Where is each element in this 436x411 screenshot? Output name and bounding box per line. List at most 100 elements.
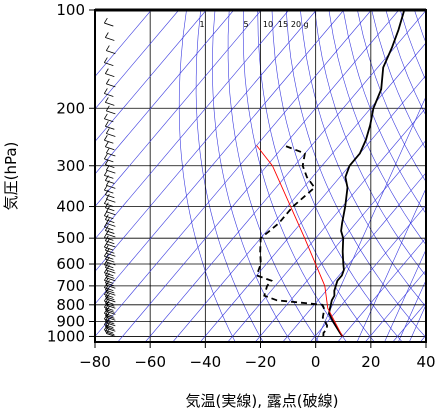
mixing-ratio-line [356,187,426,342]
wind-barb [104,215,114,220]
wind-barb [104,294,114,298]
y-tick-label: 600 [56,255,85,273]
wind-barb-flag [103,135,108,141]
x-tick-label: 20 [361,353,380,371]
wind-barb [104,158,114,163]
wind-barb-flag [103,313,108,320]
wind-barb [104,175,114,179]
wind-barb-flag [103,170,108,176]
mixing-ratio-labels: 1 5 10 15 20 g [199,20,308,29]
dry-adiabat [195,10,264,342]
wind-barb [106,333,116,337]
wind-barb-flag [103,17,108,24]
x-tick-label: −40 [190,353,222,371]
y-tick-label: 100 [56,1,85,19]
wind-barb [105,146,115,151]
wind-barb [105,164,115,169]
mixing-ratio-lines [315,95,426,342]
wind-barb [105,230,115,234]
wind-barb-flag [104,97,109,103]
wind-barb-flag [103,88,108,94]
wind-barb [106,284,116,289]
wind-barb-flag [105,206,110,213]
y-tick-label: 800 [56,296,85,314]
wind-barb [104,318,114,323]
sounding-line-solid [328,10,406,337]
y-tick-label: 500 [56,229,85,247]
wind-barb [106,50,116,54]
dry-adiabat [300,10,426,308]
wind-barb [105,267,115,271]
wind-barb [106,316,116,321]
wind-barb [105,249,115,254]
wind-barb-flag [104,304,109,310]
wind-barb [104,62,114,66]
wind-barb [106,83,116,88]
isotherm-line [117,10,400,342]
wind-barb-flag [105,194,110,200]
dry-adiabat [328,10,426,246]
wind-barb [104,306,114,311]
dry-adiabat [314,10,426,277]
isotherm-line [95,10,262,207]
isotherm-line [145,10,426,342]
wind-barb [106,222,116,227]
wind-barb [104,264,114,269]
wind-barb [106,110,116,115]
wind-barb-flag [105,78,110,85]
wind-barb-flag [103,113,108,119]
wind-barb [104,287,114,292]
y-tick-label: 1000 [47,327,85,345]
wind-barb-flag [104,253,109,260]
wind-barb [106,152,116,157]
wind-barb [105,289,115,294]
wind-barb [105,326,115,330]
wind-barb [105,309,115,313]
wind-barb-column [103,10,116,337]
mixing-ratio-label: 1 [199,20,204,29]
sounding-line-solid [256,145,343,337]
wind-barb [105,194,115,199]
wind-barb-flag [104,214,109,220]
isotherm-line [255,139,426,342]
wind-barb [105,180,115,184]
wind-barb-flag [104,68,109,74]
dry-adiabat [357,10,426,183]
wind-barb-flag [104,270,109,276]
dry-adiabat [399,10,426,82]
wind-barb [106,311,116,315]
wind-barb [105,331,115,336]
wind-barb [106,198,116,203]
wind-barb-flag [105,287,110,293]
mixing-ratio-label: 15 [278,20,288,29]
wind-barb [104,203,114,207]
wind-barb-flag [105,272,110,279]
wind-barb-flag [103,57,108,63]
y-tick-label: 400 [56,198,85,216]
isotherm-gridlines [95,10,426,342]
dry-adiabat [242,10,347,342]
wind-barb [104,246,114,251]
wind-barb [106,327,116,332]
dry-adiabat [371,10,426,150]
dry-adiabat [257,10,375,342]
wind-barb [104,22,114,27]
wind-barb [105,37,115,41]
wind-barb [106,233,116,238]
wind-barb [106,277,116,282]
isotherm-line [227,107,426,342]
x-tick-label: −80 [79,353,111,371]
wind-barb [104,237,114,241]
wind-barb-flag [103,153,108,160]
x-tick-label: −20 [245,353,277,371]
wind-barb [105,240,115,245]
wind-barb-flag [104,321,109,327]
sounding-line-dashed [255,144,329,337]
wind-barb [105,320,115,325]
wind-barb [104,255,114,260]
isotherm-line [200,74,426,342]
temperature-axis: −80 −60 −40 −20 0 20 40 [79,342,436,371]
wind-barb [106,269,116,274]
isotherm-line [95,10,152,77]
